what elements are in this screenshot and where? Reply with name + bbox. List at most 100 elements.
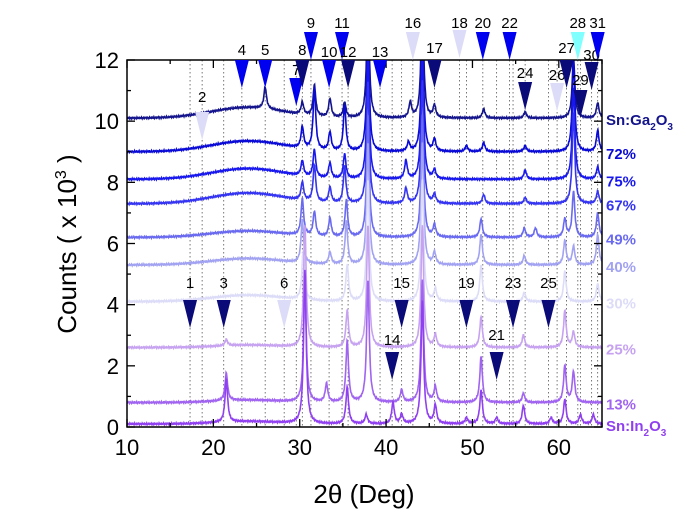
trace-67% <box>127 80 602 207</box>
peak-marker-label: 28 <box>569 15 586 32</box>
trace-25% <box>127 225 602 351</box>
peak-marker-21: 21 <box>488 327 505 380</box>
peak-marker-5: 5 <box>258 42 273 88</box>
peak-marker-label: 26 <box>549 67 566 84</box>
down-triangle-icon <box>452 30 467 58</box>
peak-marker-28: 28 <box>569 15 586 60</box>
series-label: 25% <box>606 341 636 358</box>
peak-marker-2: 2 <box>195 89 210 140</box>
trace-Sn:In2O3 <box>127 269 602 427</box>
peak-marker-label: 19 <box>458 275 475 292</box>
y-axis-title: Counts ( x 103 ) <box>52 154 82 333</box>
peak-marker-22: 22 <box>501 15 518 60</box>
peak-marker-label: 24 <box>517 65 534 82</box>
peak-marker-label: 23 <box>505 275 522 292</box>
peak-marker-26: 26 <box>549 67 566 111</box>
series-label: 72% <box>606 146 636 163</box>
down-triangle-icon <box>590 32 605 60</box>
trace-40% <box>127 142 602 268</box>
peak-marker-label: 22 <box>501 15 518 32</box>
down-triangle-icon <box>550 83 565 111</box>
peak-marker-29: 29 <box>572 72 589 118</box>
down-triangle-icon <box>258 60 273 88</box>
peak-marker-label: 1 <box>186 275 194 292</box>
peak-marker-label: 9 <box>307 15 315 32</box>
down-triangle-icon <box>234 60 249 88</box>
down-triangle-icon <box>502 32 517 60</box>
down-triangle-icon <box>518 82 533 110</box>
peak-marker-label: 12 <box>340 44 357 61</box>
down-triangle-icon <box>385 352 400 380</box>
series-labels: Sn:Ga2O3 72% 75% 67% 49% 40% 30% 25% 13% Sn:In2O3 <box>606 112 673 439</box>
peak-marker-label: 5 <box>261 42 269 59</box>
peak-marker-18: 18 <box>451 15 468 58</box>
peak-marker-9: 9 <box>303 15 318 60</box>
diffraction-traces <box>127 60 602 427</box>
down-triangle-icon <box>277 300 292 328</box>
peak-marker-label: 29 <box>572 72 589 89</box>
y-tick-label: 6 <box>107 232 119 257</box>
x-tick-label: 40 <box>374 435 398 460</box>
peak-marker-13: 13 <box>372 44 389 88</box>
series-label: Sn:In2O3 <box>606 418 667 439</box>
peak-marker-label: 15 <box>393 275 410 292</box>
peak-marker-label: 11 <box>334 15 350 32</box>
down-triangle-icon <box>322 60 337 88</box>
peak-marker-label: 7 <box>292 62 300 79</box>
peak-marker-31: 31 <box>589 15 606 60</box>
down-triangle-icon <box>195 112 210 140</box>
peak-marker-23: 23 <box>505 275 522 328</box>
down-triangle-icon <box>459 300 474 328</box>
peak-marker-11: 11 <box>334 15 350 60</box>
peak-marker-14: 14 <box>384 332 400 380</box>
down-triangle-icon <box>541 300 556 328</box>
peak-marker-label: 31 <box>589 15 606 32</box>
trace-13% <box>127 279 602 406</box>
peak-marker-25: 25 <box>540 275 557 328</box>
down-triangle-icon <box>295 60 310 88</box>
y-tick-label: 8 <box>107 170 119 195</box>
peak-marker-8: 8 <box>295 42 310 88</box>
series-label: Sn:Ga2O3 <box>606 112 673 133</box>
peak-marker-20: 20 <box>474 15 491 60</box>
peak-marker-7: 7 <box>289 62 304 106</box>
peak-marker-17: 17 <box>426 40 443 88</box>
peak-marker-label: 27 <box>558 40 575 57</box>
peak-marker-3: 3 <box>216 275 231 328</box>
down-triangle-icon <box>570 32 585 60</box>
trace-72% <box>127 60 602 155</box>
down-triangle-icon <box>373 60 388 88</box>
x-tick-label: 20 <box>201 435 225 460</box>
trace-30% <box>127 179 602 305</box>
down-triangle-icon <box>559 60 574 88</box>
down-triangle-icon <box>183 300 198 328</box>
down-triangle-icon <box>573 90 588 118</box>
x-tick-label: 60 <box>547 435 571 460</box>
series-label: 75% <box>606 173 636 190</box>
peak-marker-16: 16 <box>405 15 421 60</box>
peak-marker-15: 15 <box>393 275 410 328</box>
x-tick-label: 10 <box>115 435 139 460</box>
peak-marker-1: 1 <box>183 275 198 328</box>
y-tick-label: 10 <box>95 109 119 134</box>
peak-marker-label: 20 <box>474 15 491 32</box>
y-tick-label: 2 <box>107 354 119 379</box>
peak-marker-label: 21 <box>488 327 505 344</box>
down-triangle-icon <box>405 32 420 60</box>
peak-marker-27: 27 <box>558 40 575 88</box>
series-label: 13% <box>606 397 636 414</box>
peak-marker-10: 10 <box>321 44 337 88</box>
down-triangle-icon <box>489 352 504 380</box>
x-axis-title: 2θ (Deg) <box>313 479 414 509</box>
y-tick-label: 0 <box>107 415 119 440</box>
y-tick-label: 4 <box>107 293 119 318</box>
peak-marker-label: 2 <box>198 89 206 106</box>
peak-marker-label: 18 <box>451 15 468 32</box>
series-label: 67% <box>606 198 636 215</box>
series-label: 30% <box>606 296 636 313</box>
peak-marker-label: 13 <box>372 44 389 61</box>
down-triangle-icon <box>341 60 356 88</box>
peak-marker-label: 3 <box>220 275 228 292</box>
